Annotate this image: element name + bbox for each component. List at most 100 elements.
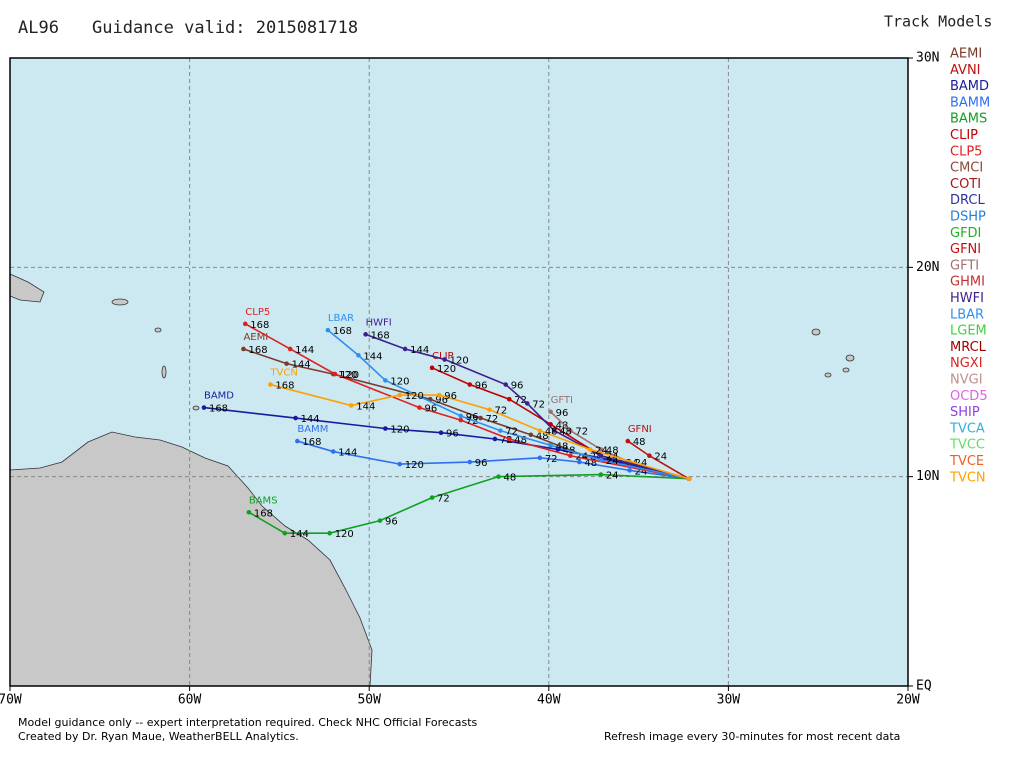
track-point xyxy=(587,447,593,452)
forecast-hour: 48 xyxy=(584,458,597,469)
storm-id: AL96 xyxy=(18,18,59,38)
track-point xyxy=(201,405,207,410)
forecast-hour: 120 xyxy=(405,460,424,471)
forecast-hour: 72 xyxy=(575,427,588,438)
track-point xyxy=(478,415,483,421)
forecast-hour: 48 xyxy=(633,437,646,448)
track-point xyxy=(438,430,444,436)
track-point xyxy=(496,474,501,479)
forecast-hour: 96 xyxy=(444,391,457,402)
forecast-hour: 24 xyxy=(606,471,619,482)
track-point xyxy=(686,476,692,482)
legend-entry: GHMI xyxy=(950,275,985,290)
track-point xyxy=(506,396,512,402)
track-point xyxy=(506,436,512,442)
map-frame xyxy=(9,57,909,687)
land xyxy=(9,273,855,687)
track-line xyxy=(248,473,689,534)
track-point xyxy=(647,453,652,459)
legend-entry: NGXI xyxy=(950,356,983,371)
track-point xyxy=(287,346,293,352)
track-point xyxy=(282,530,288,536)
forecast-hour: 72 xyxy=(437,494,450,505)
y-tick-label: 20N xyxy=(916,260,939,275)
track-point xyxy=(397,461,403,467)
track-point xyxy=(241,346,246,352)
x-tick-label: 60W xyxy=(178,693,202,708)
track-point xyxy=(498,428,503,433)
forecast-hour: 48 xyxy=(606,445,619,456)
track-point xyxy=(568,428,573,433)
track-name: HWFI xyxy=(366,317,392,328)
x-tick-label: 70W xyxy=(0,693,22,708)
legend-entry: GFNI xyxy=(950,242,981,257)
track-point xyxy=(293,415,298,421)
forecast-hour: 96 xyxy=(466,412,479,423)
track-point xyxy=(363,332,368,337)
y-tick-label: 30N xyxy=(916,51,939,66)
legend-entry: LBAR xyxy=(950,307,984,322)
track-name: GFTI xyxy=(551,395,573,406)
forecast-hour: 144 xyxy=(290,529,309,540)
track-point xyxy=(284,361,289,366)
forecast-hour: 168 xyxy=(302,437,321,448)
track-point xyxy=(417,405,422,410)
legend-entry: CLP5 xyxy=(950,144,982,159)
forecast-hour: 72 xyxy=(514,395,527,406)
track-name: GFNI xyxy=(628,424,652,435)
forecast-hour: 72 xyxy=(486,414,499,425)
track-point xyxy=(246,509,252,515)
x-tick-label: 30W xyxy=(717,693,741,708)
forecast-hour: 144 xyxy=(338,448,357,459)
forecast-hour: 72 xyxy=(466,416,479,427)
forecast-hour: 144 xyxy=(410,345,429,356)
track-point xyxy=(598,447,604,452)
forecast-hour: 72 xyxy=(495,406,508,417)
track-line xyxy=(203,406,690,480)
forecast-hour: 144 xyxy=(363,351,382,362)
forecast-hour: 96 xyxy=(511,381,524,392)
disclaimer: Model guidance only -- expert interpreta… xyxy=(18,716,478,729)
legend-entry: DRCL xyxy=(950,193,985,208)
forecast-hour: 24 xyxy=(635,466,648,477)
legend-entry: LGEM xyxy=(950,324,987,339)
forecast-hour: 96 xyxy=(424,404,437,415)
forecast-hour: 168 xyxy=(333,326,352,337)
track-point xyxy=(568,453,573,459)
track-point xyxy=(537,455,543,461)
legend-entry: AVNI xyxy=(950,63,981,78)
forecast-hour: 72 xyxy=(545,454,558,465)
track-point xyxy=(548,442,553,448)
legend-entry: CMCI xyxy=(950,161,983,176)
y-tick-label: EQ xyxy=(916,679,932,694)
track-name: BAMM xyxy=(297,424,328,435)
forecast-hour: 144 xyxy=(356,401,375,412)
forecast-hour: 48 xyxy=(556,441,569,452)
track-point xyxy=(627,468,632,473)
forecast-hour: 96 xyxy=(475,458,488,469)
legend-entry: SHIP xyxy=(950,405,980,420)
track-point xyxy=(295,438,300,444)
track-point xyxy=(458,417,464,423)
track-point xyxy=(625,438,631,444)
track-point xyxy=(598,457,604,463)
forecast-hour: 144 xyxy=(301,414,320,425)
legend-entry: OCD5 xyxy=(950,389,988,404)
track-line xyxy=(244,323,690,480)
track-point xyxy=(548,409,553,415)
legend-entry: DSHP xyxy=(950,210,986,225)
forecast-hour: 96 xyxy=(446,429,459,440)
track-point xyxy=(492,436,498,442)
forecast-hour: 96 xyxy=(385,517,398,528)
track-point xyxy=(528,432,534,438)
forecast-hour: 120 xyxy=(437,364,456,375)
forecast-hour: 24 xyxy=(606,456,619,467)
credit: Created by Dr. Ryan Maue, WeatherBELL An… xyxy=(18,730,299,743)
forecast-hour: 120 xyxy=(335,529,354,540)
track-point xyxy=(487,407,492,412)
x-tick-label: 20W xyxy=(896,693,920,708)
track-name: TVCN xyxy=(269,368,297,379)
track-point xyxy=(436,392,442,398)
forecast-hour: 24 xyxy=(575,452,588,463)
track-point xyxy=(242,321,248,327)
